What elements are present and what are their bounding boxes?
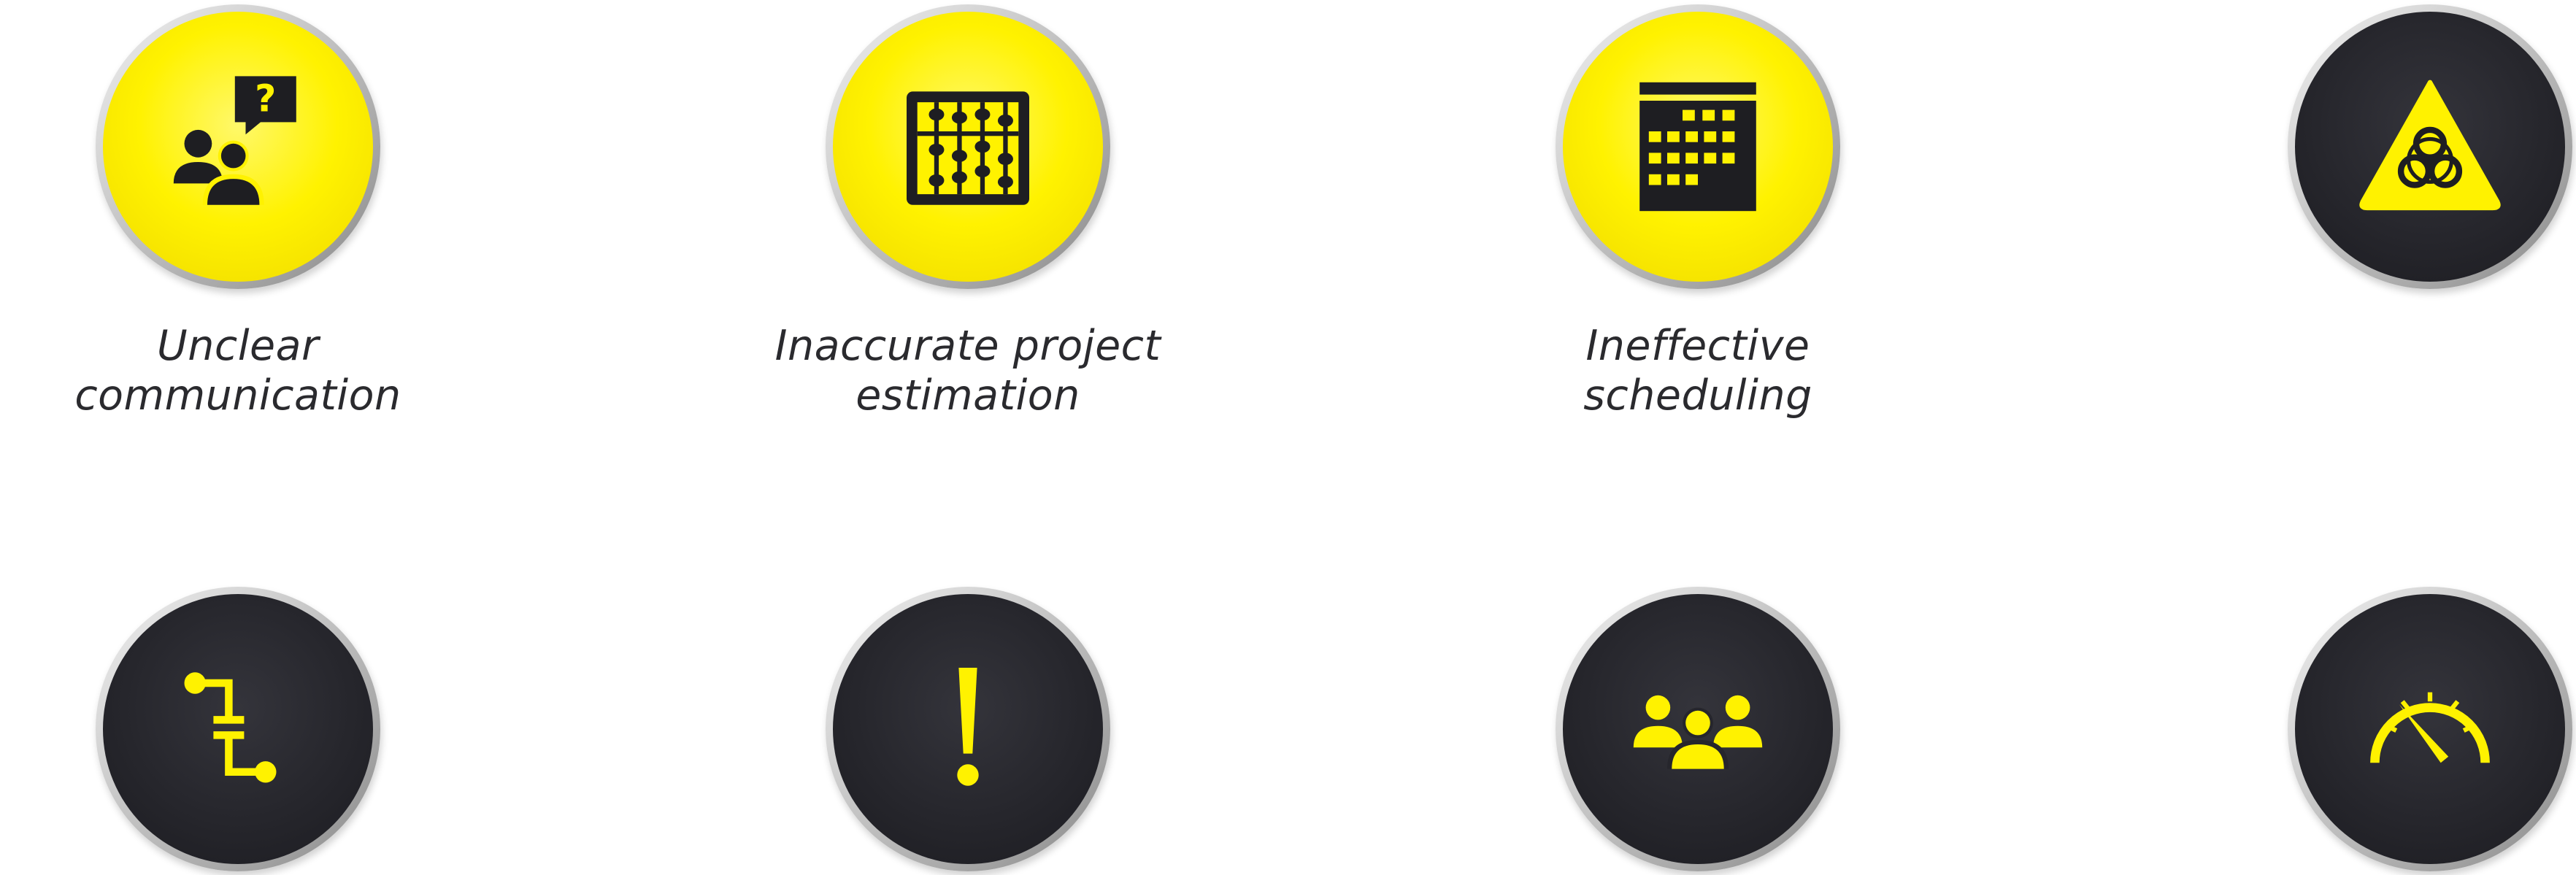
icon-button[interactable] [96, 587, 380, 871]
icon-button[interactable] [1556, 4, 1840, 289]
item-label: Inaccurate project estimation [774, 322, 1161, 420]
svg-text:?: ? [255, 77, 276, 120]
icon-button[interactable]: ? [96, 4, 380, 289]
icon-button[interactable] [1556, 587, 1840, 871]
icon-button[interactable] [2288, 587, 2572, 871]
process-connector-icon [184, 672, 277, 783]
speedometer-icon [2370, 692, 2490, 763]
calendar-icon [1639, 82, 1756, 212]
item-label: Ineffective scheduling [1583, 322, 1812, 420]
question-chat-users-icon: ? [173, 76, 296, 205]
icon-button[interactable] [2288, 4, 2572, 289]
team-group-icon [1633, 695, 1763, 769]
icon-button[interactable] [826, 587, 1110, 871]
exclamation-icon [957, 668, 979, 786]
abacus-icon [907, 91, 1029, 205]
icon-button[interactable] [826, 4, 1110, 289]
item-label: Unclear communication [74, 322, 401, 420]
biohazard-warning-icon [2359, 80, 2501, 211]
